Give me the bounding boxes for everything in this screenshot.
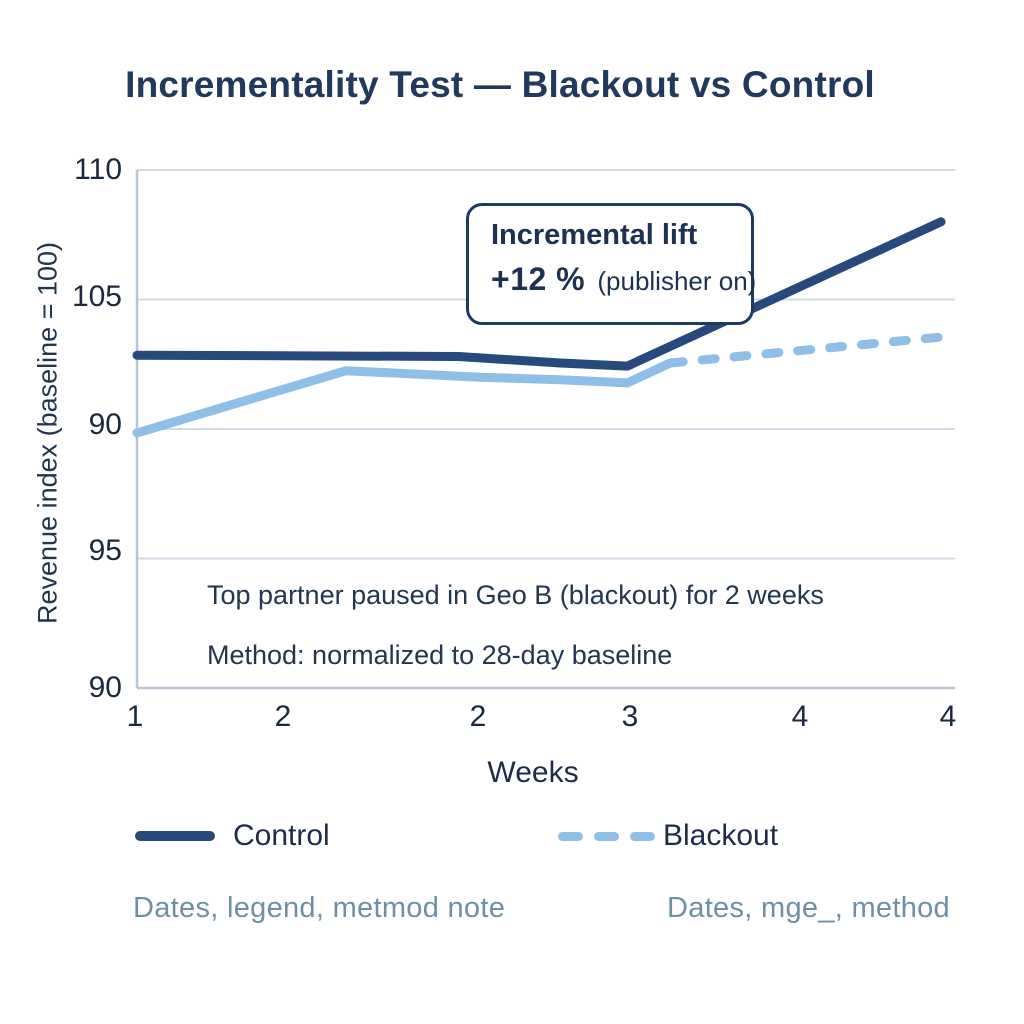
x-tick-5: 4 <box>939 700 957 733</box>
dash-segment <box>630 832 655 841</box>
series-line-blackout-dashed <box>665 332 946 368</box>
legend-label-control: Control <box>233 819 330 852</box>
x-tick-1: 2 <box>274 700 292 733</box>
chart-note-method: Method: normalized to 28-day baseline <box>207 640 673 670</box>
legend-label-blackout: Blackout <box>663 819 779 852</box>
x-tick-2: 2 <box>469 700 487 733</box>
chart-title: Incrementality Test — Blackout vs Contro… <box>125 64 875 105</box>
y-tick-0: 110 <box>74 153 122 186</box>
annotation-line: +12 % (publisher on) <box>491 261 756 298</box>
control-line-swatch <box>135 831 215 841</box>
y-tick-1: 105 <box>71 280 122 313</box>
y-tick-4: 90 <box>88 671 122 704</box>
x-tick-3: 3 <box>621 700 639 733</box>
dash-segment <box>594 832 619 841</box>
blackout-dash-swatch <box>558 832 655 841</box>
annotation-title: Incremental lift <box>491 219 698 251</box>
series-line-blackout <box>132 358 675 438</box>
annotation-lift-value: +12 % <box>491 261 586 297</box>
y-tick-2: 90 <box>88 408 122 441</box>
footnote-right: Dates, mge_, method <box>667 892 950 924</box>
dash-segment <box>558 832 583 841</box>
footnote-left: Dates, legend, metmod note <box>133 892 506 924</box>
y-tick-3: 95 <box>88 534 122 567</box>
x-tick-0: 1 <box>126 700 144 733</box>
annotation-box: Incremental lift +12 % (publisher on) <box>466 203 756 325</box>
x-tick-4: 4 <box>791 700 809 733</box>
annotation-lift-qualifier: (publisher on) <box>597 266 757 296</box>
chart-note-blackout: Top partner paused in Geo B (blackout) f… <box>207 580 824 610</box>
x-axis-title: Weeks <box>487 756 579 789</box>
